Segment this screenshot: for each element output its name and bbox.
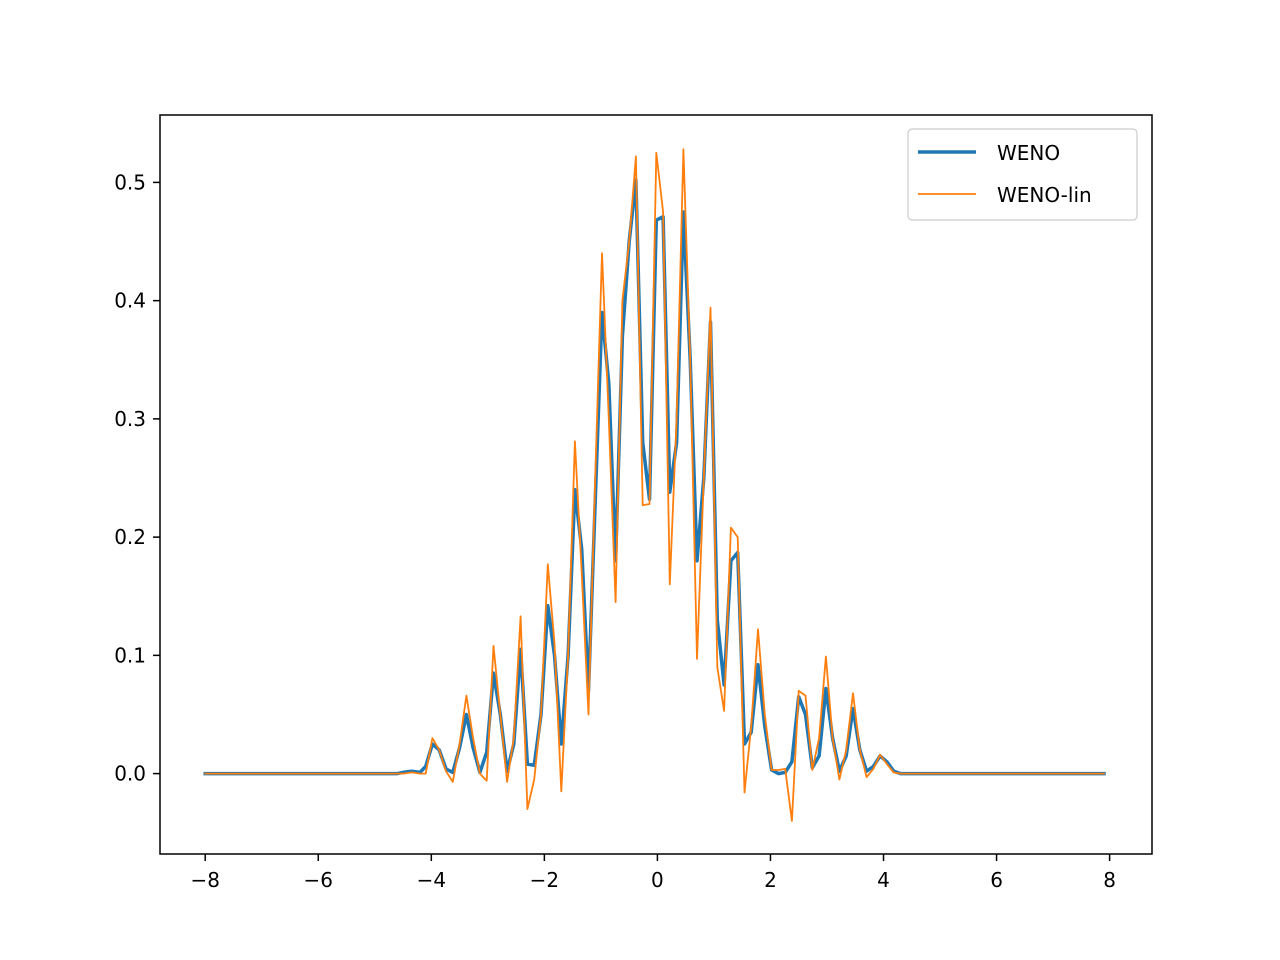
- series-layer: [203, 148, 1106, 822]
- legend-label: WENO-lin: [997, 183, 1092, 207]
- x-axis: −8 −6 −4 −2 0 2 4 6 8: [190, 854, 1116, 892]
- y-tick-label: 0.5: [114, 170, 146, 194]
- y-tick-label: 0.3: [114, 407, 146, 431]
- x-tick-label: −2: [530, 868, 559, 892]
- legend-label: WENO: [997, 141, 1060, 165]
- axes-frame: [159, 114, 1153, 855]
- series-line-weno-lin: [204, 148, 1105, 822]
- x-tick-label: 6: [990, 868, 1003, 892]
- x-tick-label: −8: [190, 868, 219, 892]
- y-tick-label: 0.4: [114, 289, 146, 313]
- legend: WENO WENO-lin: [907, 128, 1138, 221]
- y-tick-label: 0.2: [114, 525, 146, 549]
- x-tick-label: −4: [417, 868, 446, 892]
- x-tick-label: 8: [1103, 868, 1116, 892]
- y-tick-label: 0.0: [114, 762, 146, 786]
- x-tick-label: 4: [877, 868, 890, 892]
- x-tick-label: 0: [651, 868, 664, 892]
- y-tick-label: 0.1: [114, 643, 146, 667]
- x-tick-label: −6: [304, 868, 333, 892]
- y-axis: 0.0 0.1 0.2 0.3 0.4 0.5: [114, 170, 160, 786]
- x-tick-label: 2: [764, 868, 777, 892]
- plot-area: [159, 114, 1153, 855]
